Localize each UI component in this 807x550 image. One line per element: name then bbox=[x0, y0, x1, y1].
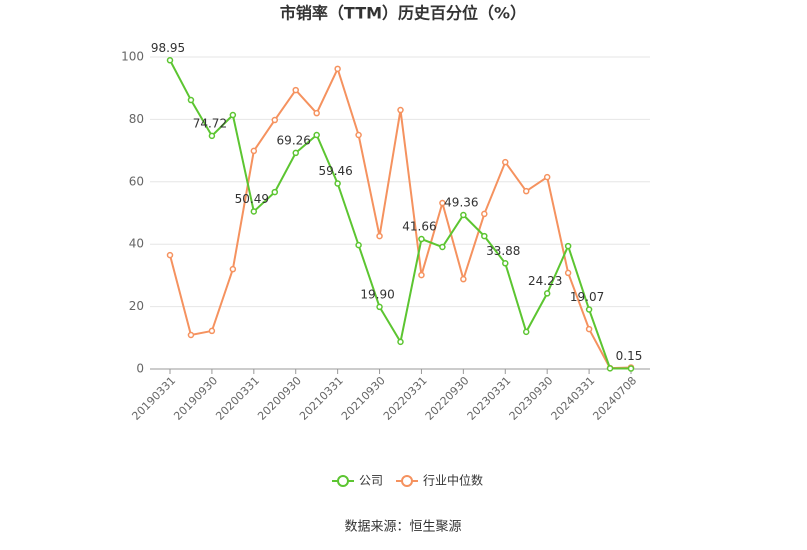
point bbox=[376, 303, 383, 311]
x-tick-label: 20230331 bbox=[465, 374, 514, 423]
point bbox=[564, 269, 572, 277]
series-line bbox=[169, 66, 632, 370]
data-label: 49.36 bbox=[444, 195, 478, 209]
chart-title: 市销率（TTM）历史百分位（%） bbox=[280, 4, 526, 23]
x-tick-label: 20200930 bbox=[255, 374, 304, 423]
x-tick-label: 20190930 bbox=[171, 374, 220, 423]
point bbox=[229, 111, 237, 119]
point bbox=[187, 96, 195, 104]
point bbox=[250, 147, 258, 155]
point bbox=[397, 338, 404, 346]
point bbox=[460, 275, 467, 283]
point bbox=[502, 158, 509, 166]
point bbox=[564, 242, 572, 250]
point bbox=[481, 232, 488, 240]
data-label: 19.90 bbox=[360, 287, 394, 301]
point bbox=[627, 365, 635, 372]
point bbox=[522, 328, 530, 336]
y-tick-label: 60 bbox=[129, 174, 144, 188]
point bbox=[208, 132, 216, 140]
y-tick-label: 20 bbox=[129, 299, 144, 313]
data-label: 74.72 bbox=[193, 116, 227, 130]
x-tick-label: 20230930 bbox=[507, 374, 556, 423]
legend-label: 公司 bbox=[359, 474, 383, 488]
data-label: 0.15 bbox=[616, 349, 643, 363]
point bbox=[543, 173, 551, 181]
y-tick-label: 40 bbox=[129, 237, 144, 251]
legend-marker bbox=[337, 475, 349, 487]
point bbox=[208, 327, 216, 335]
x-tick-label: 20240708 bbox=[590, 374, 639, 423]
point bbox=[229, 265, 237, 273]
x-tick-label: 20200331 bbox=[213, 374, 262, 423]
point bbox=[334, 65, 341, 73]
data-label: 33.88 bbox=[486, 244, 520, 258]
point bbox=[585, 306, 593, 313]
x-tick-label: 20190331 bbox=[129, 374, 178, 423]
point bbox=[355, 241, 362, 249]
data-label: 50.49 bbox=[235, 192, 269, 206]
series-line bbox=[169, 59, 632, 370]
x-tick-label: 20210331 bbox=[297, 374, 346, 423]
y-tick-label: 80 bbox=[129, 112, 144, 126]
point bbox=[166, 57, 174, 64]
point bbox=[439, 199, 446, 207]
point bbox=[292, 86, 299, 94]
point bbox=[585, 325, 593, 333]
x-tick-label: 20220331 bbox=[381, 374, 430, 423]
point bbox=[376, 232, 383, 240]
data-label: 59.46 bbox=[318, 164, 352, 178]
point bbox=[418, 235, 425, 243]
point bbox=[439, 243, 446, 251]
point bbox=[502, 260, 509, 267]
point bbox=[355, 131, 362, 139]
point bbox=[418, 271, 425, 279]
point bbox=[271, 116, 279, 124]
x-tick-label: 20210930 bbox=[339, 374, 388, 423]
data-label: 69.26 bbox=[277, 133, 311, 147]
y-tick-label: 100 bbox=[121, 50, 144, 64]
legend-label: 行业中位数 bbox=[423, 473, 483, 488]
point bbox=[522, 187, 530, 195]
point bbox=[187, 331, 195, 339]
point bbox=[397, 106, 404, 114]
data-label: 19.07 bbox=[570, 290, 604, 304]
point bbox=[313, 109, 320, 117]
data-label: 24.23 bbox=[528, 274, 562, 288]
point bbox=[250, 208, 258, 215]
x-tick-label: 20240331 bbox=[549, 374, 598, 423]
y-tick-label: 0 bbox=[136, 362, 144, 376]
legend-marker bbox=[401, 475, 413, 487]
data-label: 98.95 bbox=[151, 41, 185, 55]
data-label: 41.66 bbox=[402, 220, 436, 234]
point bbox=[481, 210, 488, 218]
source: 数据来源：恒生聚源 bbox=[344, 520, 461, 535]
point bbox=[313, 131, 320, 139]
point bbox=[166, 251, 174, 259]
point bbox=[271, 188, 279, 196]
point bbox=[292, 149, 299, 157]
x-tick-label: 20220930 bbox=[423, 374, 472, 423]
point bbox=[543, 290, 551, 297]
point bbox=[334, 180, 341, 187]
point bbox=[460, 211, 467, 219]
point bbox=[606, 365, 614, 372]
